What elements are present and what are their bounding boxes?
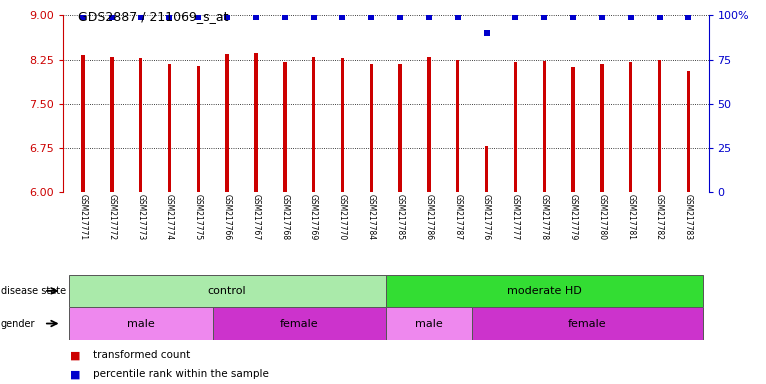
Bar: [658, 60, 661, 192]
Text: percentile rank within the sample: percentile rank within the sample: [93, 369, 270, 379]
Bar: [213, 307, 386, 340]
Bar: [197, 66, 200, 192]
Bar: [225, 54, 229, 192]
Bar: [69, 307, 213, 340]
Bar: [542, 61, 546, 192]
Bar: [600, 64, 604, 192]
Text: moderate HD: moderate HD: [507, 286, 581, 296]
Text: GSM217777: GSM217777: [511, 194, 520, 241]
Text: GSM217769: GSM217769: [309, 194, 318, 241]
Text: GSM217780: GSM217780: [597, 194, 607, 241]
Text: GSM217778: GSM217778: [540, 194, 548, 241]
Bar: [514, 63, 517, 192]
Text: gender: gender: [1, 318, 35, 329]
Text: GSM217779: GSM217779: [568, 194, 578, 241]
Text: GSM217787: GSM217787: [453, 194, 462, 241]
Text: GSM217784: GSM217784: [367, 194, 376, 241]
Text: GSM217776: GSM217776: [482, 194, 491, 241]
Bar: [312, 57, 316, 192]
Bar: [386, 307, 472, 340]
Text: GSM217785: GSM217785: [395, 194, 404, 241]
Bar: [485, 146, 488, 192]
Bar: [254, 53, 257, 192]
Bar: [629, 63, 633, 192]
Text: GSM217775: GSM217775: [194, 194, 203, 241]
Text: GSM217781: GSM217781: [627, 194, 635, 240]
Bar: [168, 64, 172, 192]
Text: GDS2887 / 211069_s_at: GDS2887 / 211069_s_at: [78, 10, 228, 23]
Bar: [472, 307, 702, 340]
Text: GSM217782: GSM217782: [655, 194, 664, 240]
Text: GSM217770: GSM217770: [338, 194, 347, 241]
Text: male: male: [415, 318, 443, 329]
Bar: [81, 55, 85, 192]
Text: GSM217768: GSM217768: [280, 194, 290, 241]
Text: transformed count: transformed count: [93, 350, 191, 360]
Bar: [110, 56, 113, 192]
Text: female: female: [568, 318, 607, 329]
Bar: [283, 63, 286, 192]
Text: GSM217786: GSM217786: [424, 194, 434, 241]
Text: GSM217774: GSM217774: [165, 194, 174, 241]
Bar: [571, 67, 574, 192]
Bar: [69, 275, 386, 307]
Bar: [686, 71, 690, 192]
Bar: [139, 58, 142, 192]
Text: ■: ■: [70, 369, 81, 379]
Bar: [369, 64, 373, 192]
Bar: [398, 64, 402, 192]
Text: GSM217772: GSM217772: [107, 194, 116, 241]
Bar: [386, 275, 702, 307]
Text: GSM217771: GSM217771: [78, 194, 87, 241]
Text: GSM217767: GSM217767: [251, 194, 260, 241]
Text: control: control: [208, 286, 247, 296]
Bar: [341, 58, 344, 192]
Bar: [456, 60, 460, 192]
Text: GSM217773: GSM217773: [136, 194, 145, 241]
Bar: [427, 56, 430, 192]
Text: female: female: [280, 318, 319, 329]
Text: disease state: disease state: [1, 286, 66, 296]
Text: male: male: [126, 318, 155, 329]
Text: GSM217766: GSM217766: [223, 194, 231, 241]
Text: GSM217783: GSM217783: [684, 194, 693, 241]
Text: ■: ■: [70, 350, 81, 360]
